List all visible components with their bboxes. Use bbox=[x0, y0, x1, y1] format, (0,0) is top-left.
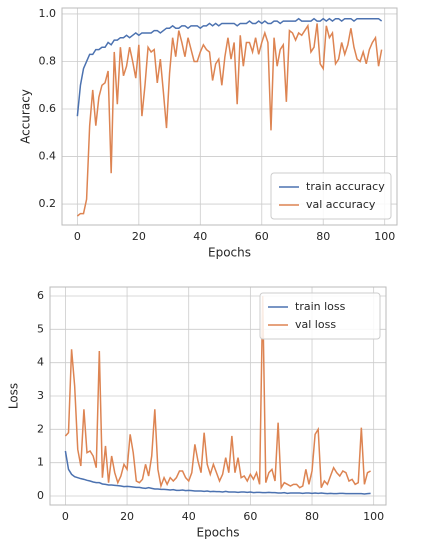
x-axis-label: Epochs bbox=[197, 526, 240, 540]
axes-frame bbox=[49, 286, 387, 506]
x-tick-label: 40 bbox=[193, 230, 207, 243]
data-line bbox=[64, 295, 371, 491]
y-tick-label: 0 bbox=[37, 489, 44, 502]
y-tick-label: 0.6 bbox=[39, 102, 57, 115]
data-line bbox=[76, 23, 383, 217]
x-tick-label: 100 bbox=[374, 230, 395, 243]
legend-label: val accuracy bbox=[306, 198, 376, 211]
x-tick-label: 20 bbox=[120, 510, 134, 523]
y-tick-label: 0.2 bbox=[39, 197, 57, 210]
y-tick-label: 6 bbox=[37, 289, 44, 302]
legend-label: train accuracy bbox=[306, 180, 385, 193]
x-tick-label: 20 bbox=[132, 230, 146, 243]
y-axis-label: Accuracy bbox=[19, 89, 33, 144]
x-tick-label: 80 bbox=[305, 510, 319, 523]
data-line bbox=[76, 17, 383, 117]
y-tick-label: 2 bbox=[37, 422, 44, 435]
x-tick-label: 100 bbox=[363, 510, 384, 523]
y-tick-label: 1 bbox=[37, 456, 44, 469]
x-tick-label: 0 bbox=[62, 510, 69, 523]
x-tick-label: 40 bbox=[182, 510, 196, 523]
x-tick-label: 0 bbox=[74, 230, 81, 243]
y-tick-label: 4 bbox=[37, 356, 44, 369]
x-axis-label: Epochs bbox=[208, 246, 251, 260]
x-tick-label: 60 bbox=[255, 230, 269, 243]
y-tick-label: 3 bbox=[37, 389, 44, 402]
legend-box bbox=[259, 292, 381, 340]
legend-label: val loss bbox=[295, 318, 336, 331]
x-tick-label: 60 bbox=[243, 510, 257, 523]
x-tick-label: 80 bbox=[316, 230, 330, 243]
y-tick-label: 0.4 bbox=[39, 150, 57, 163]
y-tick-label: 5 bbox=[37, 322, 44, 335]
y-axis-label: Loss bbox=[7, 383, 21, 409]
data-line bbox=[64, 450, 371, 495]
legend-box bbox=[270, 172, 392, 220]
y-tick-label: 0.8 bbox=[39, 54, 57, 67]
y-tick-label: 1.0 bbox=[39, 7, 57, 20]
axes-frame bbox=[61, 7, 398, 226]
legend-label: train loss bbox=[295, 300, 346, 313]
